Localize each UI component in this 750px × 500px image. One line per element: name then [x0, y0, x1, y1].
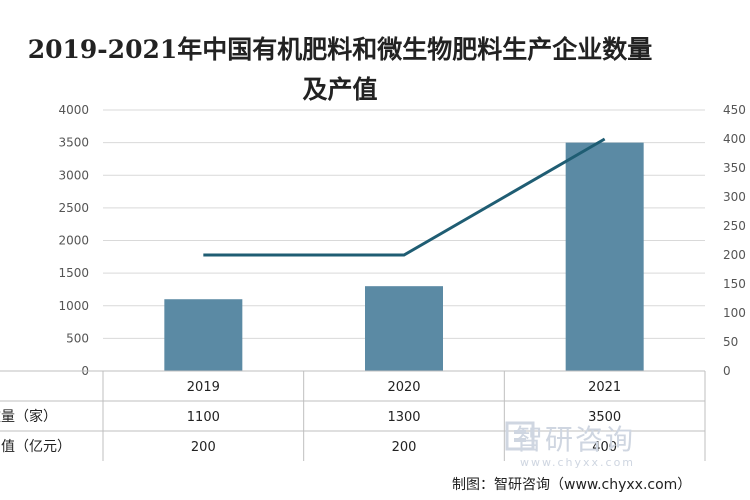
y-right-tick-label: 100	[723, 306, 746, 320]
y-left-tick-label: 3000	[58, 168, 89, 182]
table-cell: 3500	[588, 410, 621, 425]
table-row-label: 产值（亿元）	[0, 439, 71, 455]
chyxx-logo-icon	[505, 421, 535, 451]
x-tick-label: 2020	[387, 380, 420, 395]
y-right-tick-label: 0	[723, 364, 731, 378]
y-right-tick-label: 400	[723, 132, 746, 146]
table-row-label: 数量（家）	[0, 408, 57, 425]
y-right-tick-label: 350	[723, 161, 746, 175]
x-tick-label: 2019	[187, 380, 220, 395]
table-cell: 200	[191, 440, 216, 455]
x-tick-label: 2021	[588, 380, 621, 395]
y-left-tick-label: 1500	[58, 266, 89, 280]
y-left-tick-label: 500	[66, 331, 89, 345]
y-right-tick-label: 200	[723, 248, 746, 262]
bar	[365, 286, 443, 371]
chart-title-line1: 2019-2021年中国有机肥料和微生物肥料生产企业数量	[27, 35, 653, 64]
bar	[565, 142, 644, 371]
watermark-url: www.chyxx.com	[520, 456, 636, 469]
y-left-tick-label: 2500	[58, 201, 89, 215]
y-left-tick-label: 3500	[58, 136, 89, 150]
table-cell: 1300	[387, 410, 420, 425]
watermark-text: 智研咨询	[515, 423, 636, 456]
y-right-tick-label: 300	[723, 190, 746, 204]
y-right-tick-label: 150	[723, 277, 746, 291]
bar	[164, 299, 243, 371]
table-cell: 400	[592, 440, 617, 455]
y-left-tick-label: 2000	[58, 234, 89, 248]
y-right-tick-label: 50	[723, 335, 738, 349]
table-cell: 200	[392, 440, 417, 455]
y-left-tick-label: 4000	[58, 103, 89, 117]
chart-title-line2: 及产值	[302, 75, 378, 104]
line-series	[203, 137, 606, 257]
y-right-tick-label: 450	[723, 103, 746, 117]
y-left-tick-label: 1000	[58, 299, 89, 313]
table-cell: 1100	[187, 410, 220, 425]
y-right-tick-label: 250	[723, 219, 746, 233]
source-note: 制图：智研咨询（www.chyxx.com）	[452, 477, 692, 493]
